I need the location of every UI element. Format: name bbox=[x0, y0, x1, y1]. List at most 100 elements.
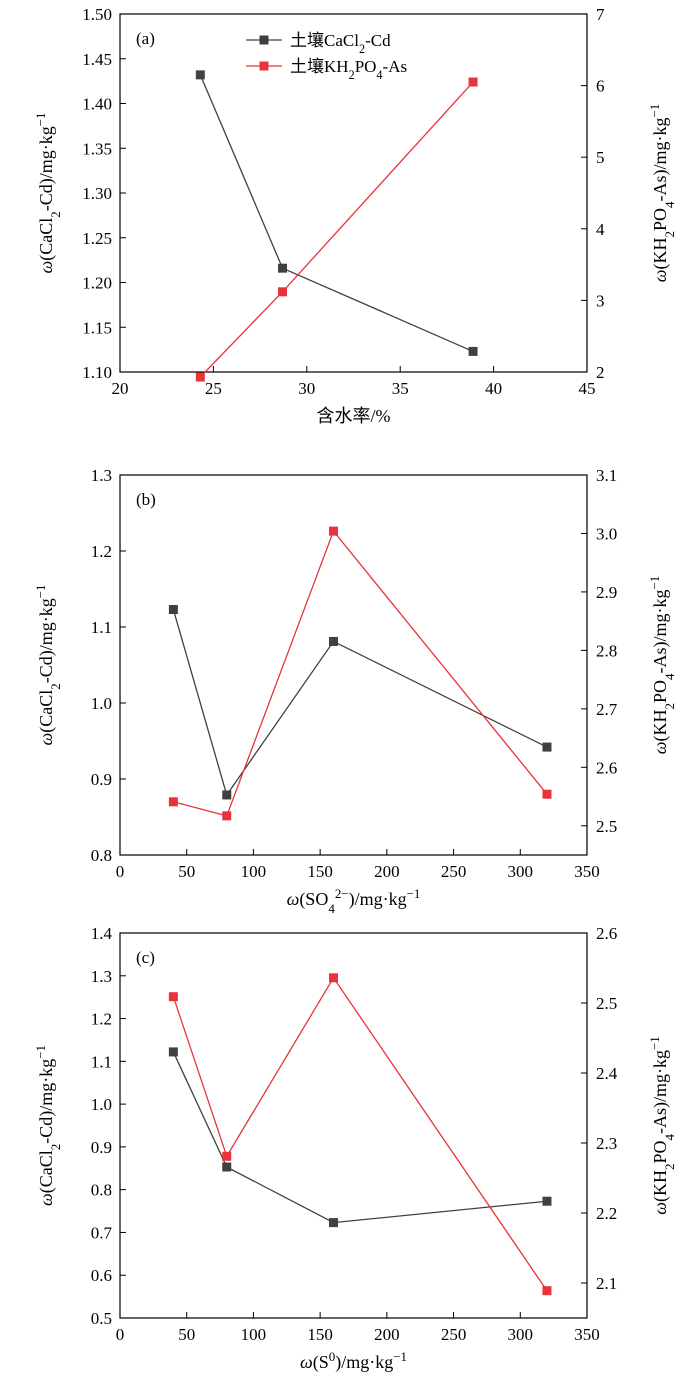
x-tick-label: 200 bbox=[374, 862, 400, 881]
y-left-tick-label: 1.2 bbox=[91, 1010, 112, 1029]
chart-panel-2: 0 50 100 150 200 250 300 350 0.8 0.9 1.0 1.1 1.2 1.3 2… bbox=[33, 466, 677, 916]
data-point-kh2po4-as bbox=[328, 526, 338, 536]
y-right-axis-title: ω(KH2PO4-As)/mg·kg−1 bbox=[647, 104, 677, 283]
y-left-tick-label: 1.20 bbox=[82, 274, 112, 293]
y-right-tick-label: 3 bbox=[596, 291, 605, 310]
data-point-cacl2-cd bbox=[542, 742, 552, 752]
y-left-tick-label: 1.4 bbox=[91, 924, 113, 943]
x-tick-label: 150 bbox=[307, 1325, 333, 1344]
series-line-cacl2-cd bbox=[172, 609, 548, 797]
series-line-cacl2-cd bbox=[199, 74, 474, 353]
y-right-tick-label: 2.5 bbox=[596, 817, 617, 836]
data-point-cacl2-cd bbox=[328, 636, 338, 646]
y-left-axis-title: ω(CaCl2-Cd)/mg·kg−1 bbox=[33, 1045, 63, 1206]
y-left-tick-label: 0.8 bbox=[91, 846, 112, 865]
y-left-tick-label: 0.5 bbox=[91, 1309, 112, 1328]
x-tick-label: 50 bbox=[178, 1325, 195, 1344]
y-left-tick-label: 0.9 bbox=[91, 770, 112, 789]
data-point-cacl2-cd bbox=[222, 790, 232, 800]
x-tick-label: 200 bbox=[374, 1325, 400, 1344]
series-line-kh2po4-as bbox=[172, 976, 548, 1292]
data-point-cacl2-cd bbox=[168, 1047, 178, 1057]
data-point-cacl2-cd bbox=[468, 346, 478, 356]
series-line-kh2po4-as bbox=[199, 81, 474, 378]
x-tick-label: 250 bbox=[441, 1325, 467, 1344]
y-right-tick-label: 2.2 bbox=[596, 1204, 617, 1223]
chart-panel-1: 20 25 30 35 40 451.101.151.201.251.301.351.40… bbox=[33, 5, 677, 426]
data-point-kh2po4-as bbox=[542, 789, 552, 799]
y-right-tick-label: 2.9 bbox=[596, 583, 617, 602]
y-left-tick-label: 0.7 bbox=[91, 1223, 113, 1242]
y-right-tick-label: 4 bbox=[596, 220, 605, 239]
y-left-tick-label: 1.2 bbox=[91, 542, 112, 561]
panel-label: (b) bbox=[136, 490, 156, 509]
panel-label: (a) bbox=[136, 29, 155, 48]
y-left-tick-label: 1.1 bbox=[91, 618, 112, 637]
plot-frame bbox=[119, 474, 588, 856]
y-right-tick-label: 2.8 bbox=[596, 641, 617, 660]
x-tick-label: 300 bbox=[508, 862, 534, 881]
x-axis-title: ω(SO42−)/mg·kg−1 bbox=[287, 886, 421, 916]
y-left-tick-label: 0.9 bbox=[91, 1138, 112, 1157]
y-right-tick-label: 5 bbox=[596, 148, 605, 167]
x-tick-label: 50 bbox=[178, 862, 195, 881]
x-tick-label: 45 bbox=[579, 379, 596, 398]
legend-entry: 土壤CaCl2-Cd bbox=[290, 30, 391, 56]
x-tick-label: 150 bbox=[307, 862, 333, 881]
y-left-axis-title: ω(CaCl2-Cd)/mg·kg−1 bbox=[33, 585, 63, 746]
x-tick-label: 0 bbox=[116, 862, 125, 881]
data-point-kh2po4-as bbox=[168, 797, 178, 807]
y-left-tick-label: 1.50 bbox=[82, 5, 112, 24]
y-right-tick-label: 2.4 bbox=[596, 1064, 618, 1083]
y-right-tick-label: 2.5 bbox=[596, 994, 617, 1013]
data-point-cacl2-cd bbox=[278, 263, 288, 273]
y-left-tick-label: 1.25 bbox=[82, 229, 112, 248]
y-left-tick-label: 0.6 bbox=[91, 1266, 112, 1285]
data-point-cacl2-cd bbox=[328, 1218, 338, 1228]
x-tick-label: 350 bbox=[574, 862, 600, 881]
data-point-kh2po4-as bbox=[222, 811, 232, 821]
x-tick-label: 100 bbox=[241, 862, 267, 881]
data-point-kh2po4-as bbox=[278, 287, 288, 297]
data-point-kh2po4-as bbox=[468, 77, 478, 87]
y-right-tick-label: 3.0 bbox=[596, 524, 617, 543]
y-left-tick-label: 1.0 bbox=[91, 1095, 112, 1114]
y-left-tick-label: 1.0 bbox=[91, 694, 112, 713]
data-point-kh2po4-as bbox=[168, 992, 178, 1002]
data-point-kh2po4-as bbox=[542, 1286, 552, 1296]
y-left-tick-label: 1.10 bbox=[82, 363, 112, 382]
y-left-tick-label: 1.35 bbox=[82, 139, 112, 158]
data-point-kh2po4-as bbox=[195, 372, 205, 382]
data-point-cacl2-cd bbox=[168, 605, 178, 615]
y-right-tick-label: 2.3 bbox=[596, 1134, 617, 1153]
data-point-cacl2-cd bbox=[222, 1162, 232, 1172]
data-point-cacl2-cd bbox=[195, 70, 205, 80]
y-right-tick-label: 2.6 bbox=[596, 924, 617, 943]
x-axis-title: 含水率/% bbox=[317, 406, 391, 426]
y-left-tick-label: 1.40 bbox=[82, 95, 112, 114]
x-tick-label: 30 bbox=[298, 379, 315, 398]
plot-frame bbox=[119, 932, 588, 1319]
chart-panel-3: 0 50 100 150 200 250 300 350 0.5 0.6 0.7 0.8 0.9 1.0 1… bbox=[33, 924, 677, 1373]
x-tick-label: 250 bbox=[441, 862, 467, 881]
y-left-axis-title: ω(CaCl2-Cd)/mg·kg−1 bbox=[33, 113, 63, 274]
panel-label: (c) bbox=[136, 948, 155, 967]
legend-entry: 土壤KH2PO4-As bbox=[290, 56, 407, 82]
x-tick-label: 40 bbox=[485, 379, 502, 398]
data-point-kh2po4-as bbox=[328, 973, 338, 983]
legend-marker bbox=[259, 61, 269, 71]
series-line-kh2po4-as bbox=[173, 529, 548, 817]
data-point-kh2po4-as bbox=[222, 1151, 232, 1161]
y-left-tick-label: 1.15 bbox=[82, 318, 112, 337]
y-left-tick-label: 1.3 bbox=[91, 466, 112, 485]
y-right-tick-label: 6 bbox=[596, 77, 605, 96]
data-point-cacl2-cd bbox=[542, 1196, 552, 1206]
y-right-tick-label: 2 bbox=[596, 363, 605, 382]
y-right-tick-label: 2.1 bbox=[596, 1274, 617, 1293]
y-left-tick-label: 1.3 bbox=[91, 967, 112, 986]
y-left-tick-label: 1.45 bbox=[82, 50, 112, 69]
y-right-tick-label: 3.1 bbox=[596, 466, 617, 485]
y-right-tick-label: 2.6 bbox=[596, 758, 617, 777]
